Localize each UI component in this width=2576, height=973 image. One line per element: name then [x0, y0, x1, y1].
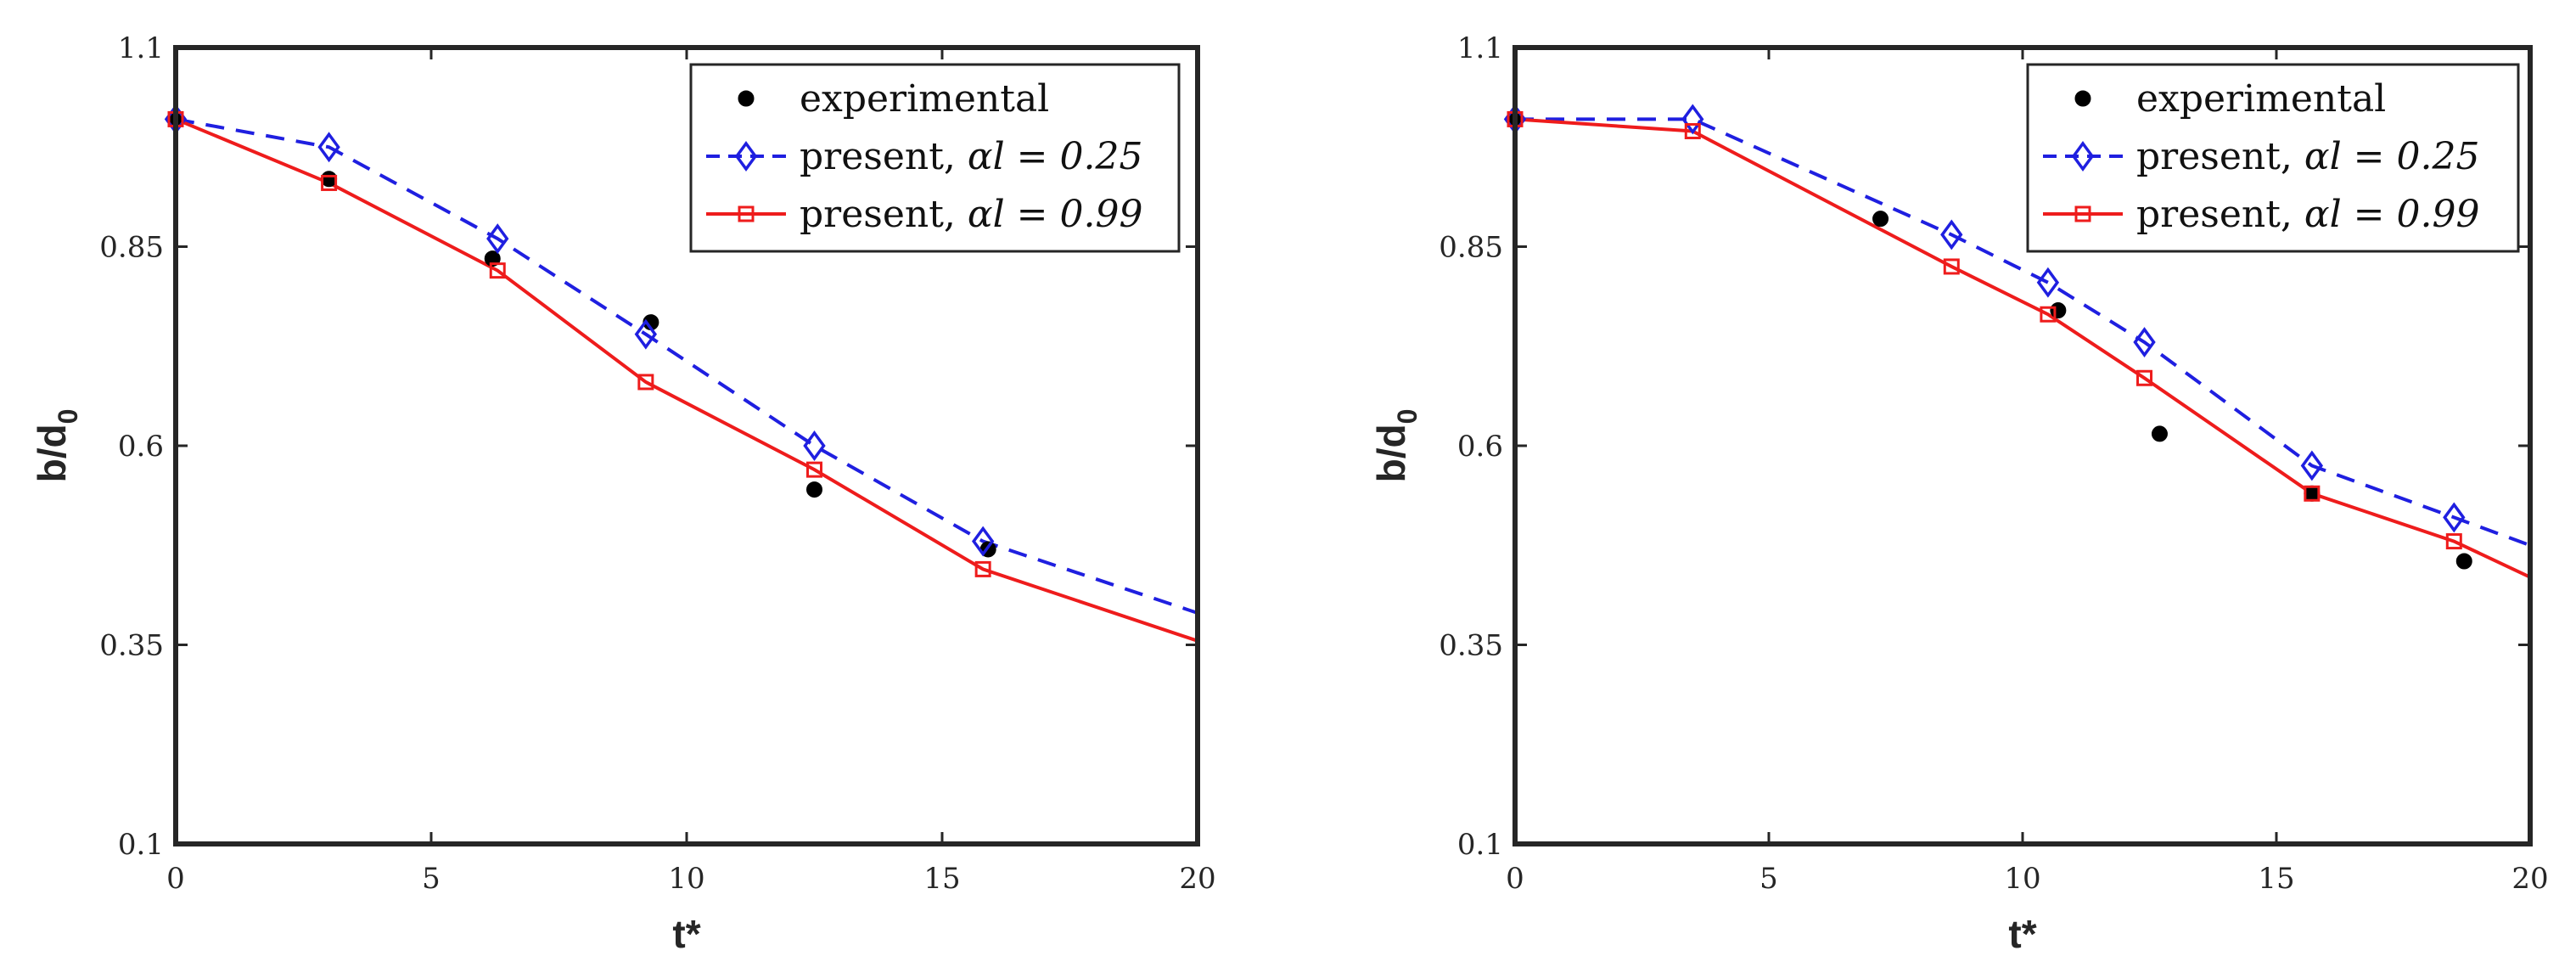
y-axis-label: b/d0	[1369, 409, 1423, 483]
x-tick-label: 20	[2511, 862, 2548, 896]
legend-label: experimental	[800, 77, 1049, 121]
legend-item-experimental: experimental	[738, 77, 1049, 121]
x-tick-label: 10	[668, 862, 704, 896]
data-point-alpha_025	[634, 318, 658, 350]
data-point-experimental	[484, 250, 501, 267]
legend-label-text: present,	[800, 135, 968, 178]
data-point-alpha_025	[2300, 450, 2324, 481]
legend-label: present, αl = 0.99	[800, 193, 1142, 236]
legend-item-alpha_025: present, αl = 0.25	[706, 135, 1142, 178]
data-point-alpha_025	[2133, 327, 2156, 358]
legend-label-math: αl = 0.99	[2304, 193, 2480, 236]
y-tick-label: 0.6	[1457, 430, 1503, 464]
y-axis-label-subscript: 0	[53, 409, 83, 425]
legend-label-math: αl = 0.25	[968, 135, 1143, 178]
y-tick-label: 0.85	[1439, 231, 1503, 265]
data-point-alpha_099	[2304, 485, 2321, 502]
y-tick-label: 1.1	[1457, 31, 1503, 65]
legend-swatch-marker	[734, 141, 758, 172]
x-tick-label: 0	[1506, 862, 1524, 896]
data-point-experimental	[2050, 302, 2067, 319]
data-point-alpha_099	[489, 262, 506, 279]
data-point-experimental	[2304, 485, 2321, 502]
legend-label-math: αl = 0.25	[2304, 135, 2480, 178]
series-line-alpha_025	[1515, 117, 2531, 548]
x-tick-label: 0	[166, 862, 185, 896]
legend-swatch-marker	[738, 90, 755, 107]
x-tick-label: 20	[1179, 862, 1215, 896]
y-tick-label: 0.35	[1439, 629, 1503, 663]
legend-label-text: experimental	[800, 77, 1049, 121]
data-point-alpha_025	[2443, 502, 2466, 533]
legend-swatch-marker	[2071, 141, 2095, 172]
data-point-alpha_025	[486, 223, 509, 255]
chart-panel-right: 0 5 10 15 200.10.350.60.851.1t*b/d0experimen…	[1369, 31, 2549, 956]
data-point-experimental	[2151, 425, 2168, 442]
data-point-alpha_025	[971, 526, 995, 557]
y-tick-label: 0.85	[99, 231, 164, 265]
data-point-alpha_099	[1684, 122, 1701, 139]
legend-item-alpha_025: present, αl = 0.25	[2043, 135, 2479, 178]
x-tick-label: 5	[422, 862, 441, 896]
x-tick-label: 15	[923, 862, 960, 896]
x-axis-label: t*	[2008, 912, 2036, 956]
legend-swatch-marker	[2074, 205, 2091, 222]
data-point-alpha_099	[2136, 369, 2153, 386]
legend-item-alpha_099: present, αl = 0.99	[2043, 193, 2479, 236]
legend-box	[689, 63, 1181, 253]
series-line-alpha_099	[1514, 117, 2531, 579]
legend-item-alpha_099: present, αl = 0.99	[706, 193, 1142, 236]
data-point-alpha_099	[2445, 533, 2462, 550]
y-tick-label: 1.1	[118, 31, 164, 65]
data-point-experimental	[321, 171, 338, 188]
data-point-experimental	[1872, 211, 1889, 228]
legend-label-text: present,	[2136, 135, 2304, 178]
y-axis-label: b/d0	[30, 409, 83, 483]
legend-label: present, αl = 0.99	[2136, 193, 2479, 236]
legend-item-experimental: experimental	[2074, 77, 2386, 121]
legend-swatch-marker	[738, 205, 755, 222]
y-axis-label-main: b/d	[30, 424, 74, 482]
legend-label-text: experimental	[2136, 77, 2386, 121]
x-axis-label: t*	[672, 912, 700, 956]
x-tick-label: 5	[1759, 862, 1778, 896]
data-point-alpha_099	[974, 560, 991, 577]
data-point-alpha_025	[317, 132, 340, 163]
x-tick-label: 15	[2258, 862, 2294, 896]
legend-label-text: present,	[800, 193, 968, 236]
chart-panel-left: 0 5 10 15 200.10.350.60.851.1t*b/d0experimen…	[30, 31, 1216, 956]
data-point-alpha_099	[2040, 306, 2057, 323]
data-point-alpha_099	[637, 374, 654, 391]
data-point-alpha_025	[2036, 267, 2060, 298]
data-point-alpha_025	[1681, 104, 1704, 135]
legend-label-math: αl = 0.99	[968, 193, 1143, 236]
legend-label: present, αl = 0.25	[2136, 135, 2479, 178]
y-tick-label: 0.1	[118, 828, 164, 862]
data-point-experimental	[806, 481, 822, 498]
data-point-experimental	[2455, 553, 2472, 570]
y-axis-label-main: b/d	[1369, 424, 1413, 482]
y-tick-label: 0.35	[99, 629, 164, 663]
legend-swatch-marker	[2074, 90, 2091, 107]
legend-label-text: present,	[2136, 193, 2304, 236]
data-point-alpha_099	[1943, 258, 1960, 275]
data-point-alpha_099	[806, 461, 822, 478]
data-point-alpha_025	[1940, 219, 1963, 250]
y-tick-label: 0.1	[1457, 828, 1503, 862]
x-tick-label: 10	[2004, 862, 2040, 896]
y-tick-label: 0.6	[118, 430, 164, 464]
y-axis-label-subscript: 0	[1392, 409, 1423, 425]
series-line-alpha_025	[175, 117, 1198, 615]
legend-label: present, αl = 0.25	[800, 135, 1142, 178]
data-point-alpha_099	[321, 174, 338, 191]
legend-label: experimental	[2136, 77, 2386, 121]
data-point-alpha_025	[803, 430, 826, 461]
